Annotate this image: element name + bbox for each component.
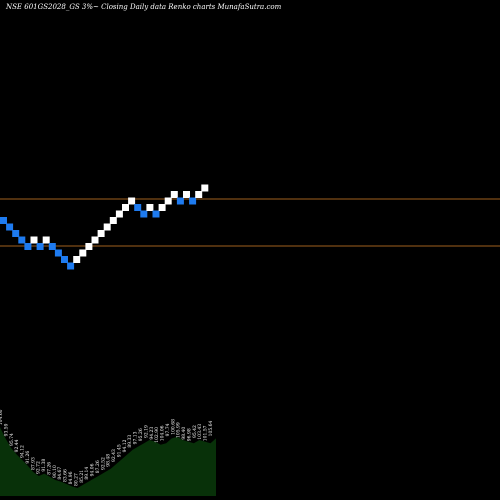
volume-label: 92.52	[100, 457, 106, 470]
volume-label: 84.67	[57, 467, 63, 480]
volume-label: 87.93	[30, 457, 36, 470]
renko-brick-up	[183, 191, 190, 198]
renko-brick-up	[85, 243, 93, 250]
volume-label: 98.48	[106, 454, 112, 467]
chart-title: NSE 601GS2028_GS 3%~ Closing Daily data …	[5, 3, 282, 11]
renko-brick-up	[146, 204, 154, 211]
volume-label: 94.12	[122, 439, 128, 452]
renko-brick-up	[30, 236, 38, 244]
renko-brick-up	[115, 210, 123, 218]
volume-label: 92.43	[111, 449, 117, 462]
renko-brick-up	[158, 204, 166, 211]
renko-brick-down	[61, 256, 68, 263]
renko-brick-up	[201, 184, 209, 192]
volume-area	[0, 427, 216, 496]
renko-brick-up	[164, 197, 172, 205]
renko-bricks	[0, 184, 209, 270]
volume-label: 95.42	[192, 425, 198, 438]
volume-label: 98.40	[181, 427, 187, 440]
renko-brick-down	[140, 210, 148, 218]
renko-brick-down	[12, 230, 20, 237]
renko-brick-down	[176, 197, 184, 205]
renko-brick-up	[73, 256, 81, 263]
volume-label: 104.60	[0, 409, 4, 425]
volume-label: 91.26	[25, 451, 31, 464]
renko-brick-down	[24, 243, 32, 250]
renko-brick-down	[0, 217, 7, 224]
renko-brick-down	[18, 236, 26, 244]
renko-brick-down	[6, 223, 14, 231]
renko-brick-down	[134, 204, 142, 211]
renko-brick-up	[109, 217, 117, 224]
volume-label: 94.23	[149, 427, 155, 440]
volume-label: 92.44	[14, 439, 20, 452]
volume-label: 87.26	[95, 460, 101, 473]
volume-label: 94.12	[20, 445, 26, 458]
renko-brick-down	[54, 249, 62, 257]
renko-brick-down	[67, 262, 75, 270]
volume-label: 103.43	[197, 424, 203, 440]
renko-brick-down	[189, 197, 197, 205]
renko-brick-up	[91, 236, 99, 244]
level-lines	[0, 198, 500, 247]
volume-label: 90.10	[52, 465, 58, 478]
renko-brick-up	[170, 191, 178, 198]
renko-brick-up	[122, 204, 129, 211]
renko-brick-up	[128, 197, 136, 205]
volume-label: 100.68	[170, 419, 176, 435]
volume-label: 83.66	[63, 469, 69, 482]
renko-brick-up	[79, 249, 87, 257]
volume-label: 105.99	[176, 422, 182, 438]
volume-label: 89.33	[127, 435, 133, 448]
renko-brick-up	[195, 191, 203, 198]
volume-label: 102.90	[154, 427, 160, 443]
volume-label: 92.19	[143, 425, 149, 438]
renko-brick-down	[36, 243, 44, 250]
volume-label: 91.45	[117, 444, 123, 457]
volume-label: 89.14	[84, 467, 90, 480]
volume-label: 87.26	[47, 462, 53, 475]
volume-fill	[0, 427, 216, 496]
volume-label: 84.96	[68, 471, 74, 484]
volume-label: 93.59	[3, 423, 9, 436]
volume-label: 95.26	[138, 428, 144, 441]
volume-label: 94.06	[90, 463, 96, 476]
volume-label: 96.98	[187, 428, 193, 441]
volume-label: 80.27	[73, 473, 79, 486]
volume-label: 104.06	[160, 425, 166, 441]
volume-label: 97.13	[133, 431, 139, 444]
volume-label: 97.74	[165, 423, 171, 436]
renko-brick-up	[42, 236, 50, 244]
renko-brick-down	[48, 243, 56, 250]
volume-label: 95.74	[9, 433, 15, 446]
volume-label: 91.38	[41, 459, 47, 472]
volume-label: 105.64	[208, 421, 214, 437]
volume-label: 101.57	[203, 425, 209, 441]
renko-brick-up	[97, 230, 105, 237]
renko-brick-down	[152, 210, 160, 218]
renko-brick-up	[103, 223, 111, 231]
volume-label: 92.72	[36, 461, 42, 474]
volume-label: 85.21	[79, 470, 85, 483]
